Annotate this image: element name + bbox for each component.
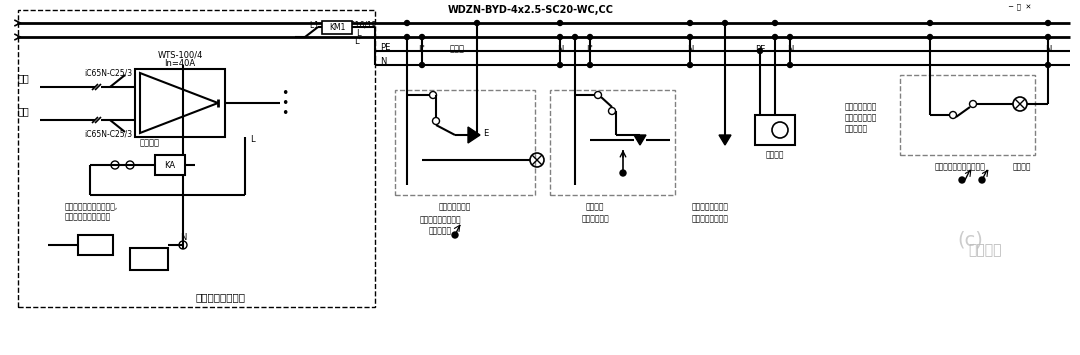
Text: 充电线: 充电线	[449, 44, 464, 54]
Text: 单联开关或节能自熄开关: 单联开关或节能自熄开关	[934, 163, 985, 171]
Text: N: N	[787, 44, 793, 54]
Circle shape	[787, 62, 793, 67]
Text: 疏散指示标志灯: 疏散指示标志灯	[845, 114, 877, 122]
Circle shape	[419, 34, 424, 39]
Circle shape	[928, 21, 932, 26]
Text: L': L'	[419, 44, 426, 54]
Bar	[322, 21, 352, 34]
Text: KM1: KM1	[328, 22, 346, 32]
Text: N: N	[380, 56, 387, 66]
Circle shape	[588, 34, 593, 39]
Text: KA: KA	[90, 235, 100, 245]
Polygon shape	[719, 135, 731, 145]
Bar	[135, 69, 225, 137]
Text: WTS-100/4: WTS-100/4	[158, 50, 203, 60]
Text: L1  iC65N-C16/1P: L1 iC65N-C16/1P	[310, 21, 376, 29]
Text: 工作: 工作	[18, 73, 30, 83]
Circle shape	[405, 34, 409, 39]
Circle shape	[453, 232, 458, 238]
Text: PE: PE	[755, 44, 766, 54]
Text: iC65N-C25/3: iC65N-C25/3	[84, 69, 132, 77]
Text: L: L	[249, 136, 255, 144]
Bar	[156, 155, 185, 175]
Circle shape	[620, 170, 626, 176]
Text: KA: KA	[164, 160, 176, 169]
Circle shape	[557, 21, 563, 26]
Text: L: L	[355, 28, 361, 38]
Text: L: L	[928, 44, 932, 54]
Bar	[755, 115, 795, 145]
Circle shape	[978, 177, 985, 183]
Text: 由控制模块引来有源接点,: 由控制模块引来有源接点,	[65, 202, 118, 212]
Text: L: L	[572, 44, 578, 54]
Circle shape	[1045, 21, 1051, 26]
Text: iC65N-C25/3: iC65N-C25/3	[84, 130, 132, 138]
Circle shape	[474, 21, 480, 26]
Text: (c): (c)	[957, 230, 983, 250]
Text: 双头应急照明灯: 双头应急照明灯	[845, 103, 877, 111]
Bar	[130, 248, 168, 270]
Text: •: •	[281, 97, 288, 109]
Text: 备用: 备用	[18, 106, 30, 116]
Text: N: N	[687, 44, 693, 54]
Bar	[18, 10, 375, 307]
Text: N: N	[1044, 44, 1051, 54]
Text: KM1: KM1	[141, 251, 159, 260]
Text: 应急照明双电源箱: 应急照明双电源箱	[195, 292, 245, 302]
Circle shape	[772, 34, 778, 39]
Text: 单联双控暗开关: 单联双控暗开关	[438, 202, 471, 212]
Circle shape	[787, 34, 793, 39]
Circle shape	[419, 62, 424, 67]
Circle shape	[723, 21, 728, 26]
Text: 金属外壳: 金属外壳	[766, 151, 784, 159]
Text: L: L	[772, 44, 778, 54]
Text: 安全出口灯: 安全出口灯	[845, 125, 868, 133]
Text: 火灾信号: 火灾信号	[140, 138, 160, 147]
Circle shape	[688, 62, 692, 67]
Text: 普通灯具: 普通灯具	[1013, 163, 1031, 171]
Text: 电源引自火灾报警系统: 电源引自火灾报警系统	[65, 213, 111, 222]
Circle shape	[757, 49, 762, 54]
Text: 楼梯间应急照明灯: 楼梯间应急照明灯	[691, 202, 729, 212]
Text: E: E	[483, 129, 488, 137]
Text: PE: PE	[380, 43, 390, 51]
Circle shape	[1045, 34, 1051, 39]
Bar	[900, 75, 1035, 155]
Text: L': L'	[586, 44, 593, 54]
Text: •: •	[281, 87, 288, 99]
Text: 电梯前室应急照明灯: 电梯前室应急照明灯	[419, 215, 461, 224]
Bar	[78, 235, 113, 255]
Polygon shape	[634, 135, 646, 145]
Circle shape	[557, 62, 563, 67]
Text: L': L'	[354, 37, 362, 45]
Text: WDZN-BYD-4x2.5-SC20-WC,CC: WDZN-BYD-4x2.5-SC20-WC,CC	[448, 5, 615, 15]
Text: 自带蓄电池: 自带蓄电池	[429, 226, 451, 235]
Bar	[550, 90, 675, 195]
Circle shape	[557, 34, 563, 39]
Text: •: •	[281, 106, 288, 120]
Text: N: N	[557, 44, 563, 54]
Text: 节能自熄开关: 节能自熄开关	[581, 214, 609, 224]
Circle shape	[572, 34, 578, 39]
Circle shape	[959, 177, 966, 183]
Text: N: N	[179, 233, 186, 241]
Bar	[395, 90, 535, 195]
Text: 筑龙电气: 筑龙电气	[969, 243, 1002, 257]
Circle shape	[772, 21, 778, 26]
Text: 或走道应急照明灯: 或走道应急照明灯	[691, 214, 729, 224]
Text: 消防专用: 消防专用	[585, 202, 604, 212]
Circle shape	[588, 62, 593, 67]
Text: In=40A: In=40A	[164, 59, 195, 67]
Polygon shape	[468, 127, 480, 143]
Circle shape	[688, 34, 692, 39]
Text: L: L	[405, 44, 409, 54]
Circle shape	[688, 21, 692, 26]
Circle shape	[1045, 62, 1051, 67]
Text: ─  回  ✕: ─ 回 ✕	[1009, 4, 1031, 10]
Circle shape	[405, 21, 409, 26]
Circle shape	[928, 34, 932, 39]
